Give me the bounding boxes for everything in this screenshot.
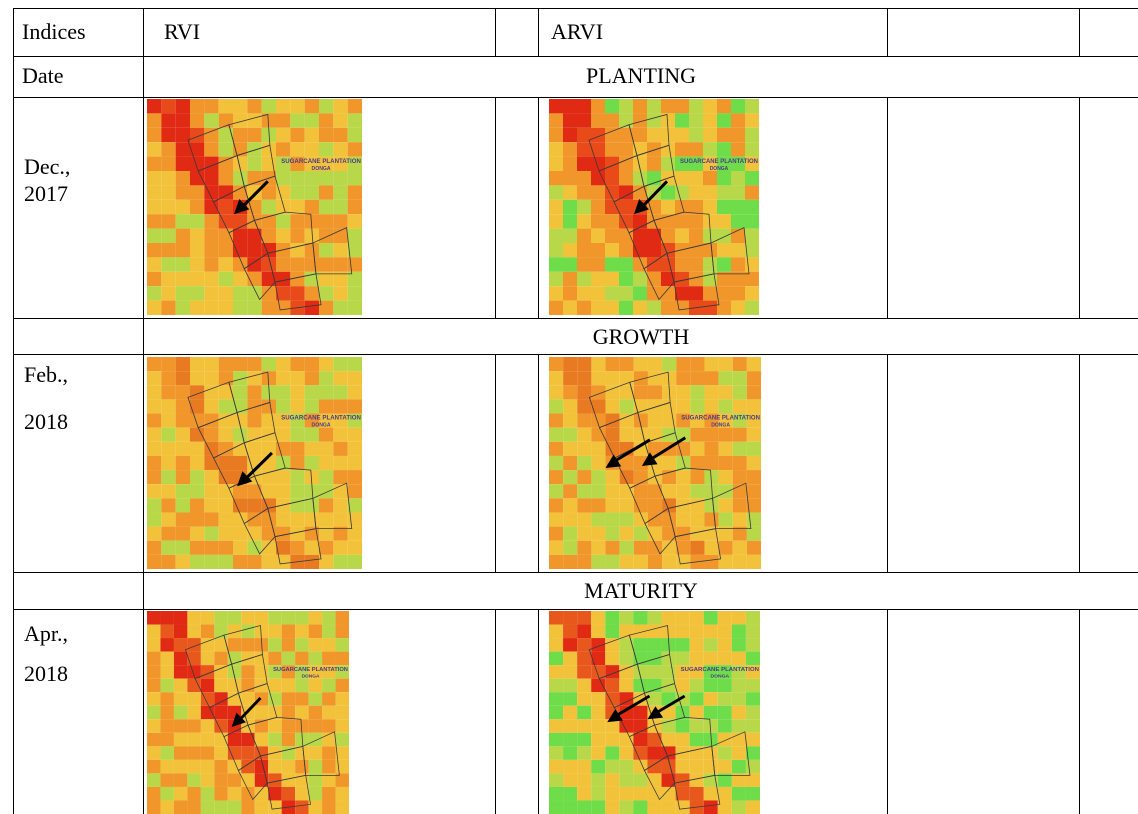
rvi-map-feb-2018: SUGARCANE PLANTATION DONGA bbox=[147, 357, 362, 569]
table-divider-c4-1 bbox=[1079, 97, 1080, 318]
table-divider-date bbox=[143, 8, 144, 814]
table-border-left bbox=[13, 8, 14, 814]
plot-boundary bbox=[712, 482, 752, 530]
map-title: SUGARCANE PLANTATION bbox=[281, 158, 361, 165]
arvi-map-apr-2018: SUGARCANE PLANTATION DONGA bbox=[549, 611, 760, 814]
date-line-2: 2018 bbox=[24, 409, 68, 434]
table-divider-arvi-1 bbox=[538, 97, 539, 318]
table-divider-c4-2 bbox=[1079, 354, 1080, 572]
arrow-shaft bbox=[638, 180, 669, 211]
plot-boundary bbox=[673, 273, 720, 311]
table-divider-rvi-3 bbox=[495, 609, 496, 814]
date-line-1: Apr., bbox=[24, 621, 68, 646]
date-line-1: Dec., bbox=[24, 154, 71, 179]
table-divider-c3-3 bbox=[887, 609, 888, 814]
map-subtitle: DONGA bbox=[302, 674, 320, 680]
table-divider-c4-3 bbox=[1079, 609, 1080, 814]
rvi-map-dec-2017: SUGARCANE PLANTATION DONGA bbox=[147, 99, 362, 315]
arrow-shaft bbox=[242, 451, 273, 483]
table-divider-c3-1 bbox=[887, 97, 888, 318]
map-title: SUGARCANE PLANTATION bbox=[681, 667, 759, 673]
date-line-1: Feb., bbox=[24, 362, 68, 387]
table-divider-rvi-top bbox=[495, 8, 496, 56]
date-line-2: 2018 bbox=[24, 661, 68, 686]
arrow-shaft bbox=[239, 180, 269, 211]
stage-maturity: MATURITY bbox=[584, 578, 698, 603]
arrow-shaft bbox=[647, 436, 687, 463]
stage-growth: GROWTH bbox=[592, 324, 690, 349]
plot-boundary bbox=[266, 774, 311, 810]
map-title: SUGARCANE PLANTATION bbox=[281, 415, 361, 422]
table-divider-arvi-2 bbox=[538, 354, 539, 572]
map-subtitle: DONGA bbox=[711, 423, 730, 429]
map-subtitle: DONGA bbox=[312, 423, 331, 429]
plot-boundary bbox=[302, 731, 340, 776]
column-header-arvi: ARVI bbox=[551, 19, 604, 44]
plot-boundary bbox=[312, 226, 353, 275]
arrow-head bbox=[231, 712, 246, 727]
table-rule-2 bbox=[13, 97, 1138, 98]
map-title: SUGARCANE PLANTATION bbox=[273, 667, 348, 673]
table-rule-4 bbox=[13, 354, 1138, 355]
arrow-head bbox=[634, 199, 649, 215]
plot-boundary bbox=[274, 273, 322, 311]
table-divider-c3-top bbox=[887, 8, 888, 56]
arrow-head bbox=[607, 709, 623, 723]
map-subtitle: DONGA bbox=[710, 166, 729, 172]
table-border-top bbox=[13, 8, 1138, 9]
indices-label: Indices bbox=[22, 19, 86, 44]
arrow-head bbox=[605, 454, 622, 469]
arvi-map-feb-2018: SUGARCANE PLANTATION DONGA bbox=[549, 357, 761, 569]
table-divider-c3-2 bbox=[887, 354, 888, 572]
map-subtitle: DONGA bbox=[312, 166, 331, 172]
table-rule-5 bbox=[13, 572, 1138, 573]
arvi-map-dec-2017: SUGARCANE PLANTATION DONGA bbox=[549, 99, 759, 315]
map-subtitle: DONGA bbox=[711, 674, 730, 680]
plot-boundary bbox=[674, 528, 722, 565]
table-rule-6 bbox=[13, 609, 1138, 610]
arrow-head bbox=[237, 471, 253, 487]
column-header-rvi: RVI bbox=[164, 19, 201, 44]
map-title: SUGARCANE PLANTATION bbox=[680, 158, 758, 165]
arrow-head bbox=[234, 199, 250, 215]
table-rule-1 bbox=[13, 56, 1138, 57]
table-divider-c4-top bbox=[1079, 8, 1080, 56]
plot-boundary bbox=[312, 482, 353, 530]
table-rule-3 bbox=[13, 318, 1138, 319]
date-label: Date bbox=[22, 63, 64, 88]
map-title: SUGARCANE PLANTATION bbox=[681, 416, 760, 422]
table-divider-rvi-1 bbox=[495, 97, 496, 318]
plot-boundary bbox=[274, 528, 322, 565]
plot-boundary bbox=[674, 774, 721, 810]
plot-boundary bbox=[710, 226, 750, 275]
table-divider-rvi-2 bbox=[495, 354, 496, 572]
stage-planting: PLANTING bbox=[586, 63, 696, 88]
arrow-head bbox=[641, 452, 658, 467]
plot-boundary bbox=[711, 731, 751, 776]
table-divider-arvi-3 bbox=[538, 609, 539, 814]
arrow-shaft bbox=[610, 438, 651, 465]
table-divider-arvi-top bbox=[538, 8, 539, 56]
rvi-map-apr-2018: SUGARCANE PLANTATION DONGA bbox=[147, 611, 349, 814]
date-line-2: 2017 bbox=[24, 181, 68, 206]
arrow-head bbox=[647, 706, 664, 720]
arrow-shaft bbox=[612, 694, 651, 719]
